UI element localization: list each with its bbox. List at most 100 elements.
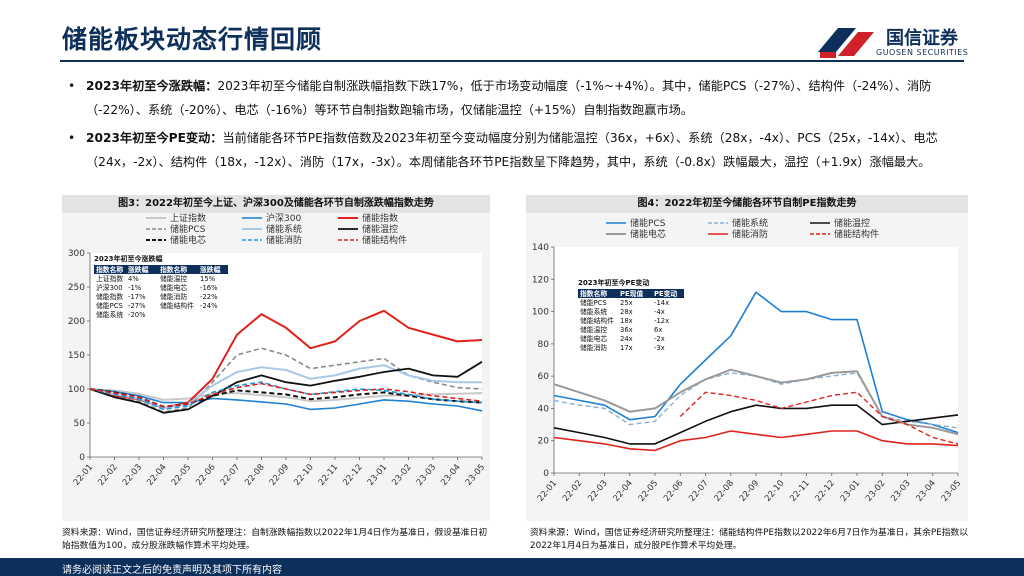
legend-label: 储能温控 xyxy=(362,223,398,235)
inset-table-cell: 储能结构件 xyxy=(160,301,194,310)
guosen-logo-icon xyxy=(818,28,874,58)
inset-table-cell: 25x xyxy=(620,299,633,307)
legend-label: 储能消防 xyxy=(732,228,768,240)
title-divider xyxy=(60,60,964,62)
inset-table-header: PE现值 xyxy=(620,289,643,298)
brand-logo: 国信证券 GUOSEN SECURITIES xyxy=(816,22,969,62)
inset-table-header: 指数名称 xyxy=(160,265,187,274)
inset-table-title: 2023年初至今PE变动 xyxy=(578,278,649,287)
inset-table-cell: -22% xyxy=(200,293,218,301)
x-tick-label: 22-09 xyxy=(268,463,292,488)
inset-table-cell: -3x xyxy=(654,344,665,352)
series-line-储能温控 xyxy=(553,404,959,445)
inset-table-header: 指数名称 xyxy=(580,289,607,298)
series-line-储能结构件 xyxy=(679,391,959,445)
x-tick-label: 23-01 xyxy=(366,463,390,488)
x-tick-label: 23-03 xyxy=(889,479,913,504)
x-tick-label: 22-08 xyxy=(243,463,267,488)
disclaimer-text: 请务必阅读正文之后的免责声明及其项下所有内容 xyxy=(62,565,282,576)
legend-label: 储能温控 xyxy=(834,217,870,229)
inset-table-cell: 18x xyxy=(620,317,633,325)
bullet-ytd-change: • 2023年初至今涨跌幅：2023年初至今储能自制涨跌幅指数下跌17%，低于市… xyxy=(68,74,968,122)
legend-label: 储能指数 xyxy=(362,213,398,224)
series-line-储能消防 xyxy=(553,430,959,452)
x-tick-label: 22-03 xyxy=(121,463,145,488)
y-tick-label: 0 xyxy=(543,469,549,479)
inset-table-cell: 储能温控 xyxy=(160,274,187,283)
y-tick-label: 50 xyxy=(74,419,86,429)
inset-table-cell: 储能电芯 xyxy=(160,283,187,292)
legend-label: 储能电芯 xyxy=(630,228,666,240)
x-tick-label: 23-05 xyxy=(940,479,964,504)
logo-name-en: GUOSEN SECURITIES xyxy=(876,48,969,57)
bullet-lead: 2023年初至今PE变动： xyxy=(86,131,223,145)
inset-table-cell: 储能PCS xyxy=(96,301,123,310)
x-tick-label: 22-12 xyxy=(341,463,365,488)
inset-table-header: 涨跌幅 xyxy=(200,265,221,274)
bullet-dot-icon: • xyxy=(68,79,76,93)
y-tick-label: 100 xyxy=(68,385,85,395)
inset-table-cell: -17% xyxy=(128,293,146,301)
inset-table-cell: 储能温控 xyxy=(580,325,607,334)
y-tick-label: 80 xyxy=(538,340,550,350)
x-tick-label: 22-04 xyxy=(612,479,636,504)
x-tick-label: 22-05 xyxy=(637,479,661,504)
inset-table-cell: 28x xyxy=(620,308,633,316)
series-line-储能PCS xyxy=(553,291,959,434)
x-tick-label: 22-10 xyxy=(292,463,316,488)
series-line-储能系统 xyxy=(89,364,482,409)
inset-table-cell: -20% xyxy=(128,311,146,319)
y-tick-label: 150 xyxy=(68,351,85,361)
chart-title: 图3：2022年初至今上证、沪深300及储能各环节自制涨跌幅指数走势 xyxy=(62,195,490,213)
x-tick-label: 22-02 xyxy=(96,463,120,488)
bullet-lead: 2023年初至今涨跌幅： xyxy=(86,79,218,93)
y-tick-label: 120 xyxy=(532,275,549,285)
bullet-text: 当前储能各环节PE指数倍数及2023年初至今变动幅度分别为储能温控（36x，+6… xyxy=(86,131,938,169)
inset-table-cell: -27% xyxy=(128,302,146,310)
inset-table-cell: -14x xyxy=(654,299,669,307)
legend-label: 储能PCS xyxy=(170,223,206,235)
legend-label: 储能系统 xyxy=(732,217,768,229)
inset-table-cell: 上证指数 xyxy=(96,274,123,283)
bullet-pe-change: • 2023年初至今PE变动：当前储能各环节PE指数倍数及2023年初至今变动幅… xyxy=(68,126,968,174)
x-tick-label: 22-07 xyxy=(219,463,243,488)
legend-label: 储能系统 xyxy=(266,223,302,235)
x-tick-label: 23-02 xyxy=(864,479,888,504)
legend-label: 上证指数 xyxy=(170,213,206,224)
series-line-上证指数 xyxy=(89,388,483,403)
x-tick-label: 22-10 xyxy=(763,479,787,504)
inset-table-cell: -2x xyxy=(654,335,665,343)
x-tick-label: 22-11 xyxy=(788,479,812,504)
x-tick-label: 22-05 xyxy=(170,463,194,488)
inset-table-header-bg xyxy=(578,289,684,298)
y-tick-label: 60 xyxy=(538,372,550,382)
x-tick-label: 22-07 xyxy=(687,479,711,504)
logo-name-cn: 国信证券 xyxy=(886,28,958,49)
inset-table-cell: 储能指数 xyxy=(96,292,123,301)
inset-table-cell: -24% xyxy=(200,302,218,310)
inset-table-cell: 储能电芯 xyxy=(580,334,607,343)
inset-table-cell: 储能系统 xyxy=(96,310,123,319)
x-tick-label: 22-03 xyxy=(586,479,610,504)
x-tick-label: 22-09 xyxy=(738,479,762,504)
legend-label: 储能结构件 xyxy=(362,234,407,246)
disclaimer-footer: 请务必阅读正文之后的免责声明及其项下所有内容 xyxy=(0,558,1024,576)
inset-table-cell: 36x xyxy=(620,326,633,334)
bullet-text: 2023年初至今储能自制涨跌幅指数下跌17%，低于市场变动幅度（-1%~+4%）… xyxy=(86,79,932,117)
legend-label: 储能消防 xyxy=(266,234,302,246)
x-tick-label: 23-02 xyxy=(390,463,414,488)
inset-table-cell: 储能系统 xyxy=(580,307,607,316)
inset-table-header: 涨跌幅 xyxy=(128,265,149,274)
bullet-dot-icon: • xyxy=(68,131,76,145)
series-line-沪深300 xyxy=(89,388,483,412)
inset-table-cell: 储能PCS xyxy=(580,298,607,307)
y-tick-label: 100 xyxy=(532,308,549,318)
legend-label: 储能PCS xyxy=(630,217,666,229)
page-title: 储能板块动态行情回顾 xyxy=(62,25,323,54)
inset-table-cell: -1% xyxy=(128,284,142,292)
x-tick-label: 22-11 xyxy=(317,463,341,488)
inset-table-cell: -12x xyxy=(654,317,669,325)
y-tick-label: 300 xyxy=(68,249,85,259)
